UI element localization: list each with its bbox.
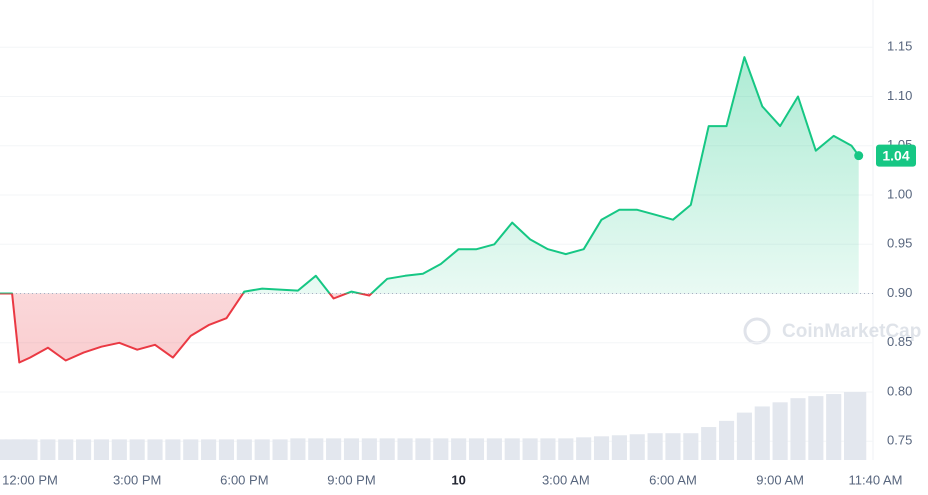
y-tick-label: 1.15 <box>887 39 912 54</box>
volume-bar <box>683 433 699 460</box>
volume-bar <box>701 427 717 460</box>
volume-bar <box>326 438 342 460</box>
volume-bar <box>415 438 431 460</box>
volume-bar <box>361 438 377 460</box>
x-tick-label: 9:00 PM <box>327 472 375 487</box>
y-tick-label: 0.95 <box>887 236 912 251</box>
area-below <box>12 293 372 363</box>
volume-bar <box>379 438 395 460</box>
volume-bar <box>826 394 842 460</box>
volume-bar <box>22 439 38 460</box>
volume-bar <box>397 438 413 460</box>
volume-bar <box>486 438 502 460</box>
volume-bar <box>611 435 627 460</box>
volume-bar <box>540 438 556 460</box>
volume-bar <box>40 439 56 460</box>
volume-bar <box>76 439 92 460</box>
volume-bar <box>308 438 324 460</box>
volume-bar <box>0 439 8 460</box>
watermark-logo <box>743 317 771 345</box>
volume-bar <box>647 433 663 460</box>
volume-bar <box>254 439 270 460</box>
volume-bar <box>58 439 74 460</box>
x-tick-label: 6:00 PM <box>220 472 268 487</box>
x-tick-label: 12:00 PM <box>2 472 58 487</box>
volume-bar <box>290 438 306 460</box>
volume-bar <box>218 439 235 460</box>
volume-bar <box>201 439 217 460</box>
volume-bar <box>236 439 252 460</box>
volume-bar <box>433 438 449 460</box>
volume-bar <box>165 439 181 460</box>
last-point <box>854 151 864 161</box>
volume-bar <box>451 438 467 460</box>
volume-bar <box>93 439 110 460</box>
y-tick-label: 1.00 <box>887 186 912 201</box>
volume-bar <box>522 438 538 460</box>
volume-bar <box>111 439 127 460</box>
volume-bar <box>736 412 752 460</box>
y-tick-label: 0.80 <box>887 383 912 398</box>
volume-bar <box>754 406 770 460</box>
volume-bar <box>147 439 163 460</box>
x-tick-label: 3:00 PM <box>113 472 161 487</box>
price-line-below <box>0 293 373 364</box>
y-tick-label: 0.75 <box>887 433 912 448</box>
volume-bar <box>718 420 735 460</box>
volume-bar <box>629 434 645 460</box>
watermark: CoinMarketCap <box>782 321 921 342</box>
volume-bar <box>790 398 806 460</box>
price-badge <box>876 144 916 167</box>
x-tick-label: 11:40 AM <box>849 472 903 487</box>
volume-bar <box>808 396 824 460</box>
x-tick-label: 3:00 AM <box>542 472 590 487</box>
x-tick-label: 9:00 AM <box>756 472 804 487</box>
volume-bar <box>558 438 574 460</box>
x-tick-label: 10 <box>451 472 465 487</box>
volume-bar <box>183 439 199 460</box>
volume-bar <box>272 439 288 460</box>
volume-bar <box>468 438 485 460</box>
volume-bar <box>593 436 610 460</box>
y-tick-label: 1.10 <box>887 88 912 103</box>
volume-bar <box>772 402 788 460</box>
area-above <box>0 57 859 294</box>
volume-bar <box>665 433 681 460</box>
price-badge-label: 1.04 <box>882 147 909 163</box>
volume-bar <box>576 437 592 460</box>
volume-bar <box>851 392 867 460</box>
price-line <box>0 56 860 294</box>
y-tick-label: 0.90 <box>887 285 912 300</box>
volume-bar <box>343 438 360 460</box>
x-tick-label: 6:00 AM <box>649 472 697 487</box>
volume-bar <box>129 439 145 460</box>
y-tick-label: 0.85 <box>887 334 912 349</box>
volume-bar <box>504 438 520 460</box>
